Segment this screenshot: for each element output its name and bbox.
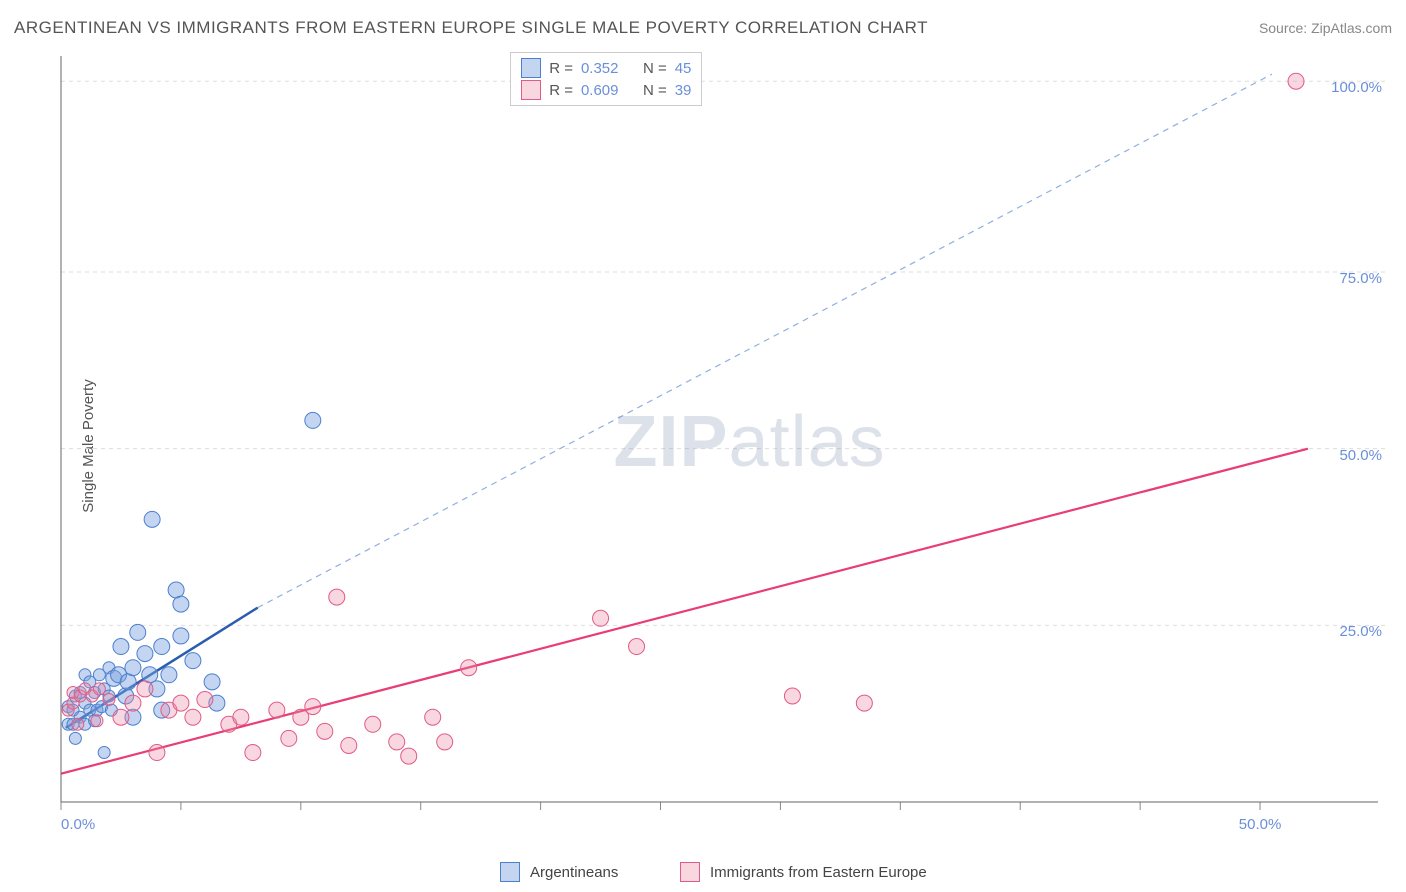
n-label: N =	[643, 60, 667, 77]
series-label: Immigrants from Eastern Europe	[710, 864, 927, 881]
correlation-legend: R = 0.352 N = 45 R = 0.609 N = 39	[510, 52, 702, 106]
legend-swatch	[680, 862, 700, 882]
legend-swatch	[521, 80, 541, 100]
chart-title: ARGENTINEAN VS IMMIGRANTS FROM EASTERN E…	[14, 18, 928, 38]
axis-tick-label: 75.0%	[1339, 270, 1382, 287]
series-legend-item: Immigrants from Eastern Europe	[680, 862, 927, 882]
r-value: 0.352	[581, 60, 635, 77]
scatter-plot	[58, 52, 1388, 832]
legend-row: R = 0.352 N = 45	[521, 57, 691, 79]
r-label: R =	[549, 60, 573, 77]
legend-row: R = 0.609 N = 39	[521, 79, 691, 101]
r-label: R =	[549, 82, 573, 99]
axis-tick-label: 100.0%	[1331, 79, 1382, 96]
n-value: 39	[675, 82, 692, 99]
axis-tick-label: 50.0%	[1339, 447, 1382, 464]
legend-swatch	[521, 58, 541, 78]
series-legend-item: Argentineans	[500, 862, 618, 882]
axis-tick-label: 25.0%	[1339, 623, 1382, 640]
axis-tick-label: 50.0%	[1239, 816, 1282, 833]
legend-swatch	[500, 862, 520, 882]
n-value: 45	[675, 60, 692, 77]
source-attribution: Source: ZipAtlas.com	[1259, 20, 1392, 36]
axis-tick-label: 0.0%	[61, 816, 95, 833]
n-label: N =	[643, 82, 667, 99]
series-label: Argentineans	[530, 864, 618, 881]
r-value: 0.609	[581, 82, 635, 99]
